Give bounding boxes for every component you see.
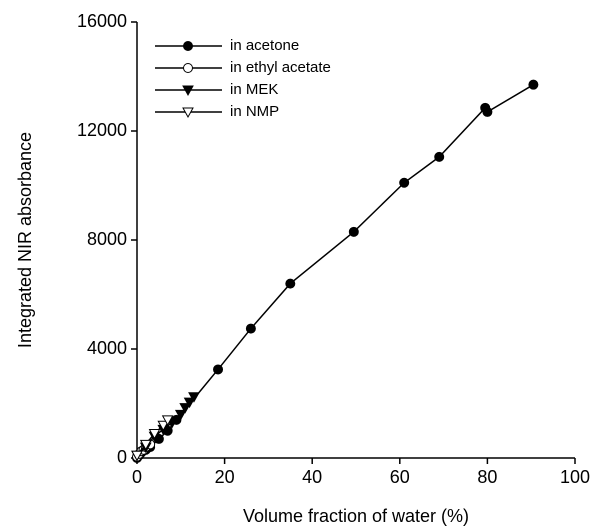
legend-marker (182, 85, 194, 97)
y-axis-label: Integrated NIR absorbance (15, 132, 35, 348)
point (482, 106, 493, 117)
point (183, 397, 196, 409)
legend-label: in acetone (230, 37, 299, 54)
point (399, 177, 410, 188)
point (245, 323, 256, 334)
legend-label: in NMP (230, 103, 279, 120)
x-tick-label: 80 (477, 467, 497, 487)
legend-marker (183, 63, 193, 73)
point (348, 226, 359, 237)
x-tick-label: 0 (132, 467, 142, 487)
point (434, 151, 445, 162)
y-tick-label: 12000 (77, 120, 127, 140)
legend-marker (182, 107, 194, 119)
legend-label: in ethyl acetate (230, 59, 331, 76)
point (174, 409, 187, 421)
point (213, 364, 224, 375)
y-tick-label: 4000 (87, 338, 127, 358)
point (139, 439, 152, 451)
x-tick-label: 60 (390, 467, 410, 487)
y-tick-label: 0 (117, 447, 127, 467)
legend-marker (183, 41, 193, 51)
series-line (136, 84, 534, 459)
x-tick-label: 20 (215, 467, 235, 487)
point (188, 392, 200, 403)
legend-label: in MEK (230, 81, 278, 98)
y-tick-label: 8000 (87, 229, 127, 249)
point (148, 428, 161, 440)
x-tick-label: 100 (560, 467, 590, 487)
point (179, 403, 192, 414)
x-axis-label: Volume fraction of water (%) (243, 506, 469, 526)
point (285, 278, 296, 289)
point (157, 420, 170, 432)
point (161, 415, 174, 426)
point (528, 79, 539, 90)
point (131, 450, 143, 462)
y-tick-label: 16000 (77, 11, 127, 31)
x-tick-label: 40 (302, 467, 322, 487)
